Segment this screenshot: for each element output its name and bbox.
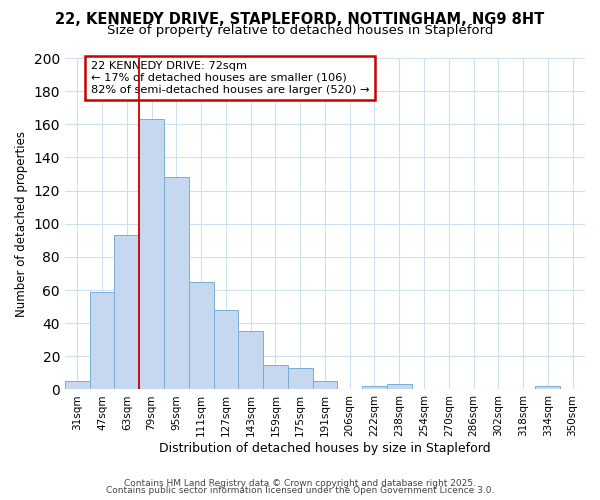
Bar (89, 292, 115, 390)
Text: Contains HM Land Registry data © Crown copyright and database right 2025.: Contains HM Land Registry data © Crown c… (124, 478, 476, 488)
Bar (65, 381, 89, 390)
Text: 22, KENNEDY DRIVE, STAPLEFORD, NOTTINGHAM, NG9 8HT: 22, KENNEDY DRIVE, STAPLEFORD, NOTTINGHA… (55, 12, 545, 28)
Bar (115, 236, 139, 390)
Bar (139, 120, 164, 390)
Bar (189, 282, 214, 390)
Text: Size of property relative to detached houses in Stapleford: Size of property relative to detached ho… (107, 24, 493, 37)
Bar (263, 364, 288, 390)
Bar (362, 386, 387, 390)
X-axis label: Distribution of detached houses by size in Stapleford: Distribution of detached houses by size … (159, 442, 491, 455)
Bar (535, 386, 560, 390)
Bar (288, 368, 313, 390)
Bar (164, 178, 189, 390)
Bar (313, 381, 337, 390)
Bar (238, 332, 263, 390)
Bar (214, 310, 238, 390)
Y-axis label: Number of detached properties: Number of detached properties (15, 130, 28, 316)
Text: 22 KENNEDY DRIVE: 72sqm
← 17% of detached houses are smaller (106)
82% of semi-d: 22 KENNEDY DRIVE: 72sqm ← 17% of detache… (91, 62, 370, 94)
Text: Contains public sector information licensed under the Open Government Licence 3.: Contains public sector information licen… (106, 486, 494, 495)
Bar (387, 384, 412, 390)
